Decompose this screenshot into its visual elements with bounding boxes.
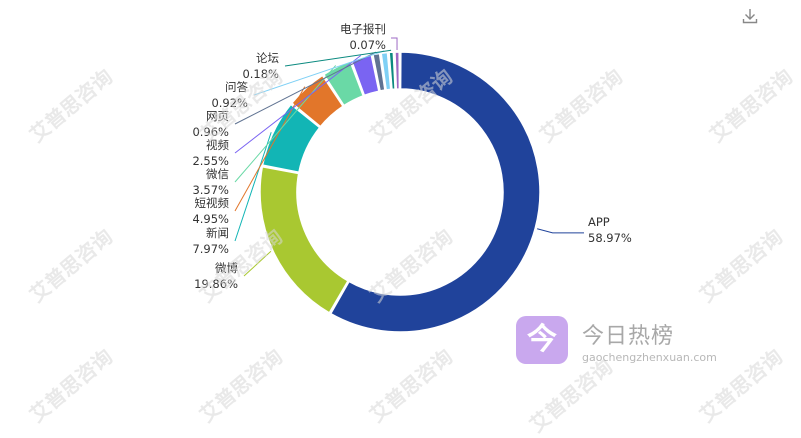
slice-value-label: 0.92% [211, 96, 248, 110]
slice-name-label: 微博 [215, 261, 238, 275]
slice-value-label: 7.97% [192, 242, 229, 256]
slice-value-label: 0.96% [192, 125, 229, 139]
leader-line-1 [243, 250, 272, 277]
slice-name-label: 新闻 [206, 226, 229, 240]
watermark-title: 今日热榜 [582, 324, 675, 349]
watermark-url: gaochengzhenxuan.com [582, 351, 717, 364]
slice-5[interactable] [350, 54, 380, 97]
slice-labels: APP 58.97% 微博 19.86% 新闻 7.97% 短视频 4.95% 微信 3.57% 视… [192, 22, 631, 291]
slice-name-label: 视频 [206, 138, 229, 152]
slice-value-label: 0.18% [242, 67, 279, 81]
download-icon[interactable] [740, 6, 760, 26]
leader-line-9 [391, 37, 398, 51]
leader-line-5 [234, 55, 362, 154]
slice-0[interactable] [329, 51, 541, 333]
slice-name-label: 短视频 [195, 196, 230, 210]
slice-8[interactable] [388, 51, 396, 91]
slice-2[interactable] [261, 103, 321, 174]
leader-line-4 [234, 65, 337, 183]
slice-name-label: 论坛 [256, 51, 279, 65]
slice-value-label: 2.55% [192, 154, 229, 168]
slice-name-label: 问答 [225, 80, 248, 94]
slice-9[interactable] [394, 51, 401, 90]
slice-value-label: 58.97% [588, 231, 632, 245]
leader-line-8 [284, 49, 392, 67]
slice-value-label: 3.57% [192, 183, 229, 197]
slice-1[interactable] [259, 165, 350, 314]
slice-7[interactable] [380, 51, 392, 91]
slice-name-label: 微信 [206, 167, 229, 181]
leader-line-7 [253, 50, 385, 96]
slice-name-label: 网页 [206, 109, 229, 123]
label-leader-lines [234, 37, 584, 277]
watermark-badge: 今 [516, 316, 568, 364]
donut-chart: APP 58.97% 微博 19.86% 新闻 7.97% 短视频 4.95% 微信 3.57% 视… [192, 22, 632, 333]
slice-value-label: 19.86% [194, 277, 238, 291]
watermark-badge-glyph: 今 [527, 322, 557, 357]
slice-value-label: 4.95% [192, 212, 229, 226]
leader-line-0 [537, 228, 584, 234]
slice-name-label: 电子报刊 [340, 22, 386, 36]
leader-line-6 [234, 51, 377, 125]
slice-value-label: 0.07% [349, 38, 386, 52]
slice-name-label: APP [588, 215, 610, 229]
leader-line-2 [234, 132, 272, 242]
donut-slices [259, 51, 541, 333]
